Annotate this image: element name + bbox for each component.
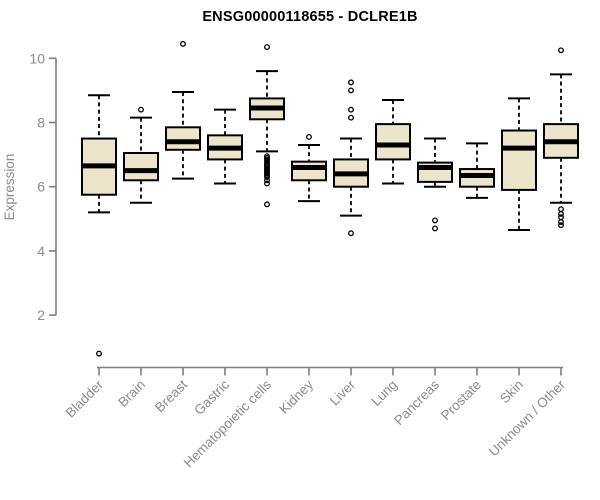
x-axis-category-label: Brain	[115, 377, 148, 410]
x-axis-category-label: Unknown / Other	[486, 377, 569, 460]
x-axis-category-label: Bladder	[63, 377, 107, 421]
x-axis-category-label: Gastric	[191, 377, 232, 418]
outlier-point	[558, 206, 564, 213]
x-axis-category-label: Lung	[368, 377, 400, 409]
y-axis-tick-label: 2	[37, 307, 45, 323]
outlier-point	[558, 214, 564, 221]
outlier-point	[348, 114, 354, 121]
iqr-box	[165, 126, 201, 151]
x-axis-category-label: Breast	[152, 377, 190, 415]
chart-title: ENSG00000118655 - DCLRE1B	[202, 9, 418, 25]
outlier-point	[306, 133, 312, 140]
iqr-box	[291, 160, 327, 182]
outlier-point	[348, 79, 354, 86]
outlier-point	[432, 217, 438, 224]
iqr-box	[501, 129, 537, 191]
outlier-point	[348, 230, 354, 237]
outlier-point	[264, 177, 270, 184]
x-axis-category-label: Liver	[327, 377, 359, 409]
iqr-box	[375, 123, 411, 161]
x-axis-category-label: Prostate	[438, 377, 484, 423]
outlier-point	[264, 180, 270, 187]
outlier-point	[348, 106, 354, 113]
outlier-point	[264, 44, 270, 51]
y-axis-tick-label: 6	[37, 179, 45, 195]
iqr-box	[123, 151, 159, 182]
outlier-point	[348, 87, 354, 94]
outlier-point	[264, 174, 270, 181]
x-axis-category-label: Kidney	[276, 377, 316, 417]
x-axis-category-label: Pancreas	[391, 377, 442, 428]
outlier-point	[96, 350, 102, 357]
outlier-point	[558, 219, 564, 225]
outlier-point	[432, 225, 438, 232]
y-axis-label: Expression	[2, 153, 17, 221]
x-axis-category-label: Skin	[497, 377, 526, 406]
y-axis-tick-label: 10	[29, 50, 45, 66]
outlier-point	[558, 211, 564, 217]
outlier-point	[180, 40, 186, 47]
outlier-point	[558, 222, 564, 229]
outlier-point	[264, 201, 270, 208]
y-axis-tick-label: 4	[37, 243, 45, 259]
y-axis-tick-label: 8	[37, 115, 45, 131]
outlier-point	[138, 106, 144, 113]
outlier-point	[558, 47, 564, 54]
